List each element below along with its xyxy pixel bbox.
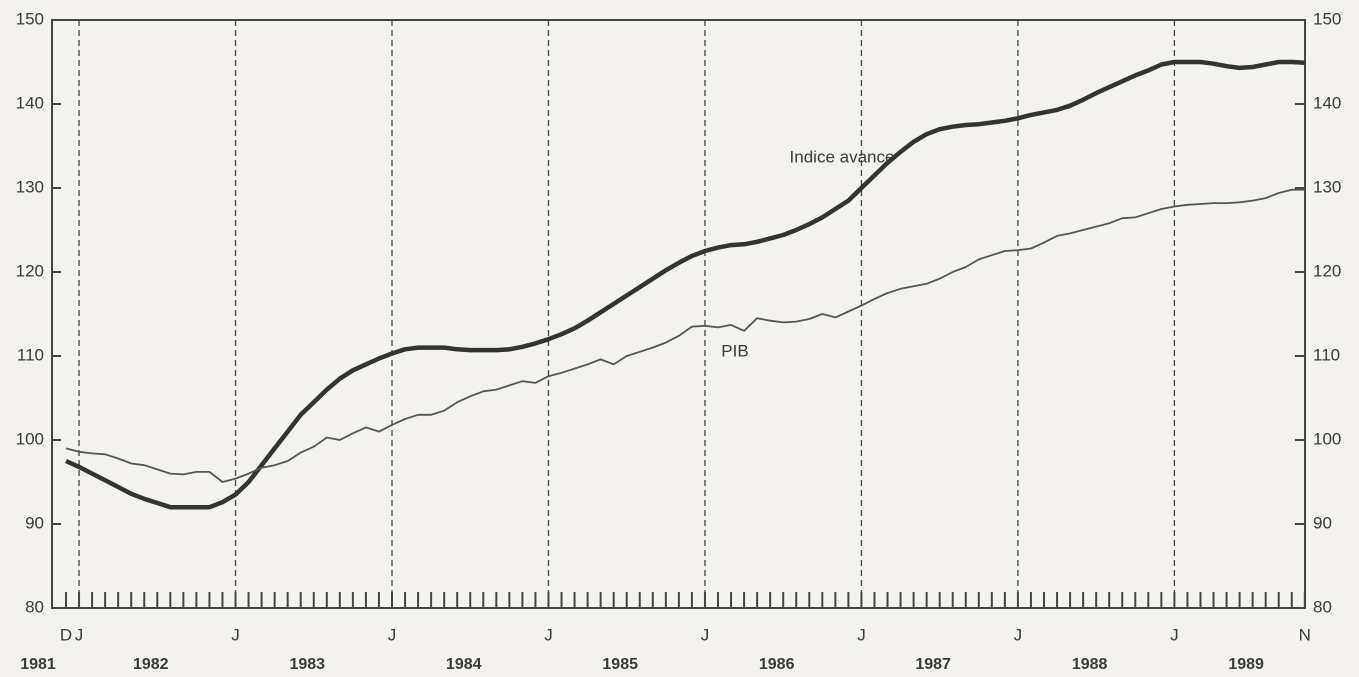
x-tick-label: J (701, 625, 710, 644)
y2-tick-label: 150 (1313, 9, 1341, 28)
plot-frame (51, 19, 1306, 609)
x-tick-label: J (857, 625, 866, 644)
y2-tick-label: 80 (1313, 597, 1332, 616)
year-label: 1986 (759, 656, 795, 673)
y-tick-label: 110 (17, 345, 44, 364)
series-label: PIB (721, 341, 748, 360)
y2-tick-label: 120 (1313, 261, 1341, 280)
y-tick-label: 90 (25, 513, 44, 532)
y2-tick-label: 90 (1313, 513, 1332, 532)
y2-tick-label: 110 (1313, 345, 1340, 364)
series-line (65, 59, 1305, 510)
x-tick-label: N (1299, 625, 1311, 644)
x-tick-label: D (60, 625, 72, 644)
year-label: 1985 (602, 656, 638, 673)
year-label: 1987 (915, 656, 951, 673)
y-tick-label: 100 (16, 429, 44, 448)
y-tick-label: 120 (16, 261, 44, 280)
series-label: Indice avance (790, 147, 895, 166)
x-tick-label: J (1014, 625, 1023, 644)
x-tick-label: J (231, 625, 240, 644)
year-label: 1983 (289, 656, 325, 673)
year-label: 1982 (133, 656, 169, 673)
year-label: 1989 (1228, 656, 1264, 673)
y-tick-label: 80 (25, 597, 44, 616)
year-label: 1988 (1072, 656, 1108, 673)
y-tick-label: 130 (16, 177, 44, 196)
y2-tick-label: 100 (1313, 429, 1341, 448)
year-label: 1984 (446, 656, 482, 673)
series-line (65, 188, 1305, 483)
year-label: 1981 (20, 656, 56, 673)
y2-tick-label: 130 (1313, 177, 1341, 196)
y-tick-label: 140 (16, 93, 44, 112)
y-tick-label: 150 (16, 9, 44, 28)
x-tick-label: J (388, 625, 397, 644)
x-tick-label: J (1170, 625, 1179, 644)
x-tick-label: J (75, 625, 84, 644)
y2-tick-label: 140 (1313, 93, 1341, 112)
x-tick-label: J (544, 625, 553, 644)
